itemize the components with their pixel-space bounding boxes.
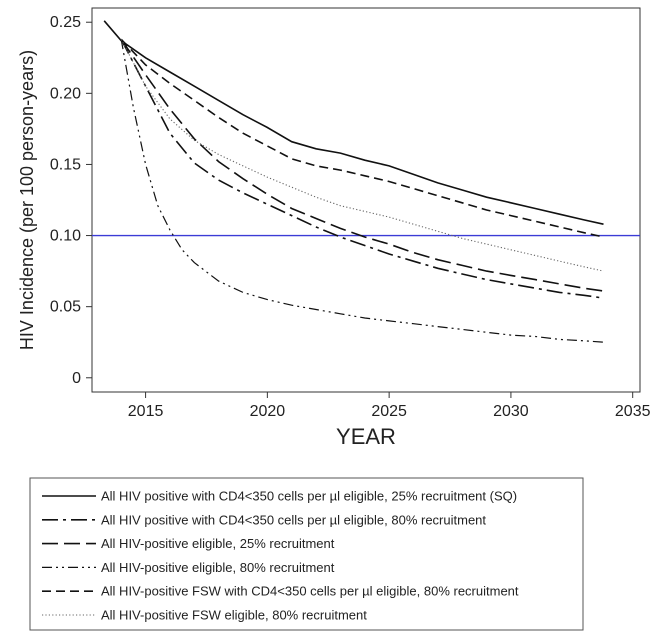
y-tick-label: 0 xyxy=(72,370,81,387)
legend-label-1: All HIV positive with CD4<350 cells per … xyxy=(101,489,517,504)
series-line-2 xyxy=(120,38,604,299)
x-axis-title: YEAR xyxy=(336,424,396,449)
axis-layer: 2015 2020 2025 2030 2035 0 0.05 0.10 0.15 0.20 0.2… xyxy=(50,14,651,420)
x-tick-label: 2030 xyxy=(493,403,529,420)
y-tick-label: 0.10 xyxy=(50,228,81,245)
series-line-1 xyxy=(103,20,604,225)
y-tick-label: 0.05 xyxy=(50,299,81,316)
plot-area xyxy=(91,7,641,393)
y-tick-label: 0.25 xyxy=(50,14,81,31)
legend-label-3: All HIV-positive eligible, 25% recruitme… xyxy=(101,536,335,551)
x-tick-label: 2025 xyxy=(371,403,407,420)
legend-label-6: All HIV-positive FSW eligible, 80% recru… xyxy=(101,608,367,623)
legend-label-2: All HIV positive with CD4<350 cells per … xyxy=(101,512,486,527)
legend-label-4: All HIV-positive eligible, 80% recruitme… xyxy=(101,560,335,575)
x-tick-label: 2015 xyxy=(128,403,164,420)
series-line-3 xyxy=(120,38,604,292)
x-tick-label: 2035 xyxy=(615,403,651,420)
legend: All HIV positive with CD4<350 cells per … xyxy=(42,489,519,623)
y-tick-label: 0.15 xyxy=(50,156,81,173)
y-axis-title: HIV Incidence (per 100 person-years) xyxy=(17,50,37,350)
legend-box xyxy=(29,477,584,631)
series-line-5 xyxy=(120,38,604,238)
legend-label-5: All HIV-positive FSW with CD4<350 cells … xyxy=(101,584,519,599)
y-tick-label: 0.20 xyxy=(50,85,81,102)
series-layer xyxy=(103,20,604,343)
x-tick-label: 2020 xyxy=(250,403,286,420)
